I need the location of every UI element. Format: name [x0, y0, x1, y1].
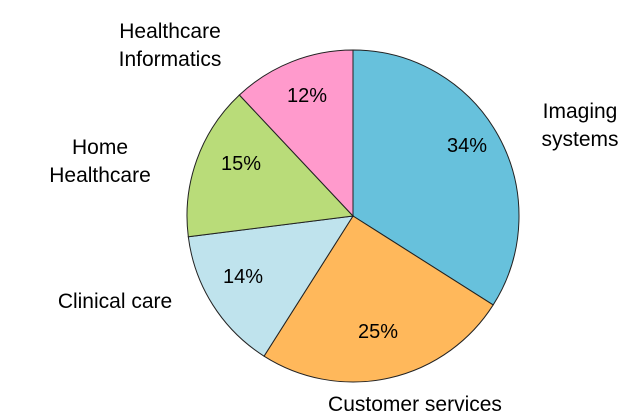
- slice-label: Imaging systems: [541, 100, 618, 151]
- pie-slice: [187, 215, 354, 357]
- percent-label: 14%: [223, 266, 263, 288]
- percent-label: 12%: [287, 85, 327, 107]
- pie-slice: [238, 49, 354, 218]
- slice-label: Customer services: [328, 393, 502, 416]
- percent-label: 25%: [358, 321, 398, 343]
- percent-label: 34%: [447, 135, 487, 157]
- pie-slice: [352, 49, 520, 306]
- slice-label: Clinical care: [58, 290, 172, 313]
- slice-label: Home Healthcare: [49, 136, 151, 187]
- pie-slice: [186, 94, 355, 238]
- percent-label: 15%: [221, 153, 261, 175]
- slice-label: Healthcare Informatics: [119, 20, 222, 71]
- pie-slice: [263, 215, 494, 383]
